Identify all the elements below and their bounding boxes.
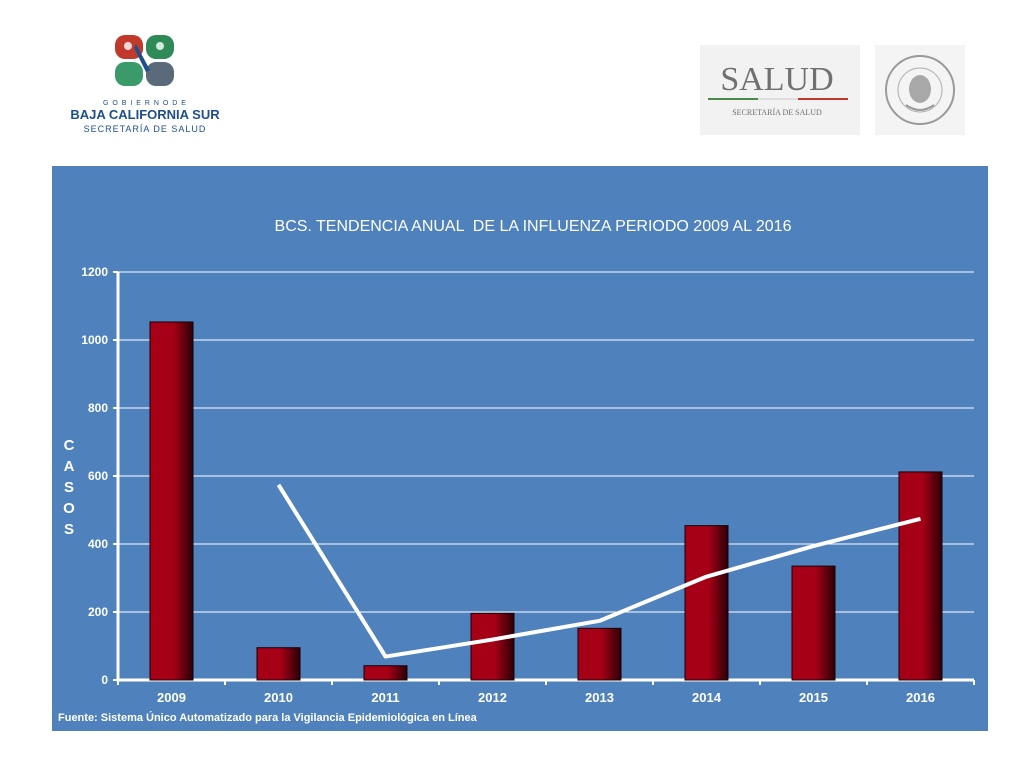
y-axis-label-letter: C <box>64 437 75 454</box>
y-tick-label: 800 <box>88 401 108 415</box>
influenza-chart: BCS. TENDENCIA ANUAL DE LA INFLUENZA PER… <box>52 166 988 731</box>
y-axis-label-letter: O <box>63 500 75 517</box>
bar <box>363 665 408 681</box>
bar <box>684 525 729 681</box>
bar <box>791 565 836 681</box>
y-tick-label: 400 <box>88 537 108 551</box>
source-note: Fuente: Sistema Único Automatizado para … <box>58 711 478 724</box>
trend-line-series <box>276 483 921 659</box>
x-tick-label: 2012 <box>478 690 507 705</box>
national-seal-icon <box>875 45 965 135</box>
y-tick-label: 1000 <box>81 333 108 347</box>
x-tick-label: 2015 <box>799 690 828 705</box>
grid-lines <box>113 271 974 681</box>
x-tick-label: 2011 <box>371 690 399 705</box>
y-axis-label-letter: A <box>64 458 75 475</box>
y-axis-label-letter: S <box>64 479 74 496</box>
salud-name: SALUD <box>720 61 833 98</box>
chart-title: BCS. TENDENCIA ANUAL DE LA INFLUENZA PER… <box>275 218 792 235</box>
y-axis-label-letter: S <box>64 521 74 538</box>
bcs-emblem-icon <box>115 35 174 86</box>
x-tick-label: 2009 <box>157 690 186 705</box>
y-tick-label: 200 <box>88 605 108 619</box>
bar <box>149 321 194 681</box>
y-tick-label: 0 <box>101 673 108 687</box>
salud-sub: SECRETARÍA DE SALUD <box>732 107 822 117</box>
bar <box>898 471 943 681</box>
logo-name: BAJA CALIFORNIA SUR <box>70 107 220 122</box>
bar <box>256 647 301 681</box>
salud-logo: SALUD SECRETARÍA DE SALUD <box>700 45 965 135</box>
y-tick-label: 1200 <box>81 265 108 279</box>
logo-top-line: G O B I E R N O D E <box>103 100 187 107</box>
trend-line <box>276 483 921 659</box>
x-tick-label: 2013 <box>585 690 614 705</box>
y-tick-label: 600 <box>88 469 108 483</box>
bar <box>577 627 622 681</box>
x-tick-label: 2016 <box>906 690 935 705</box>
bar <box>470 612 515 681</box>
x-tick-label: 2010 <box>264 690 293 705</box>
chart-panel: BCS. TENDENCIA ANUAL DE LA INFLUENZA PER… <box>52 166 988 731</box>
bcs-government-logo: G O B I E R N O D E BAJA CALIFORNIA SUR … <box>60 30 230 140</box>
logo-sub: SECRETARÍA DE SALUD <box>84 124 207 134</box>
x-tick-label: 2014 <box>692 690 722 705</box>
bar-series <box>149 321 943 681</box>
tick-labels: 0 200 400 600 800 1000 1200 2009 2010 2011 2012 201… <box>81 265 935 705</box>
